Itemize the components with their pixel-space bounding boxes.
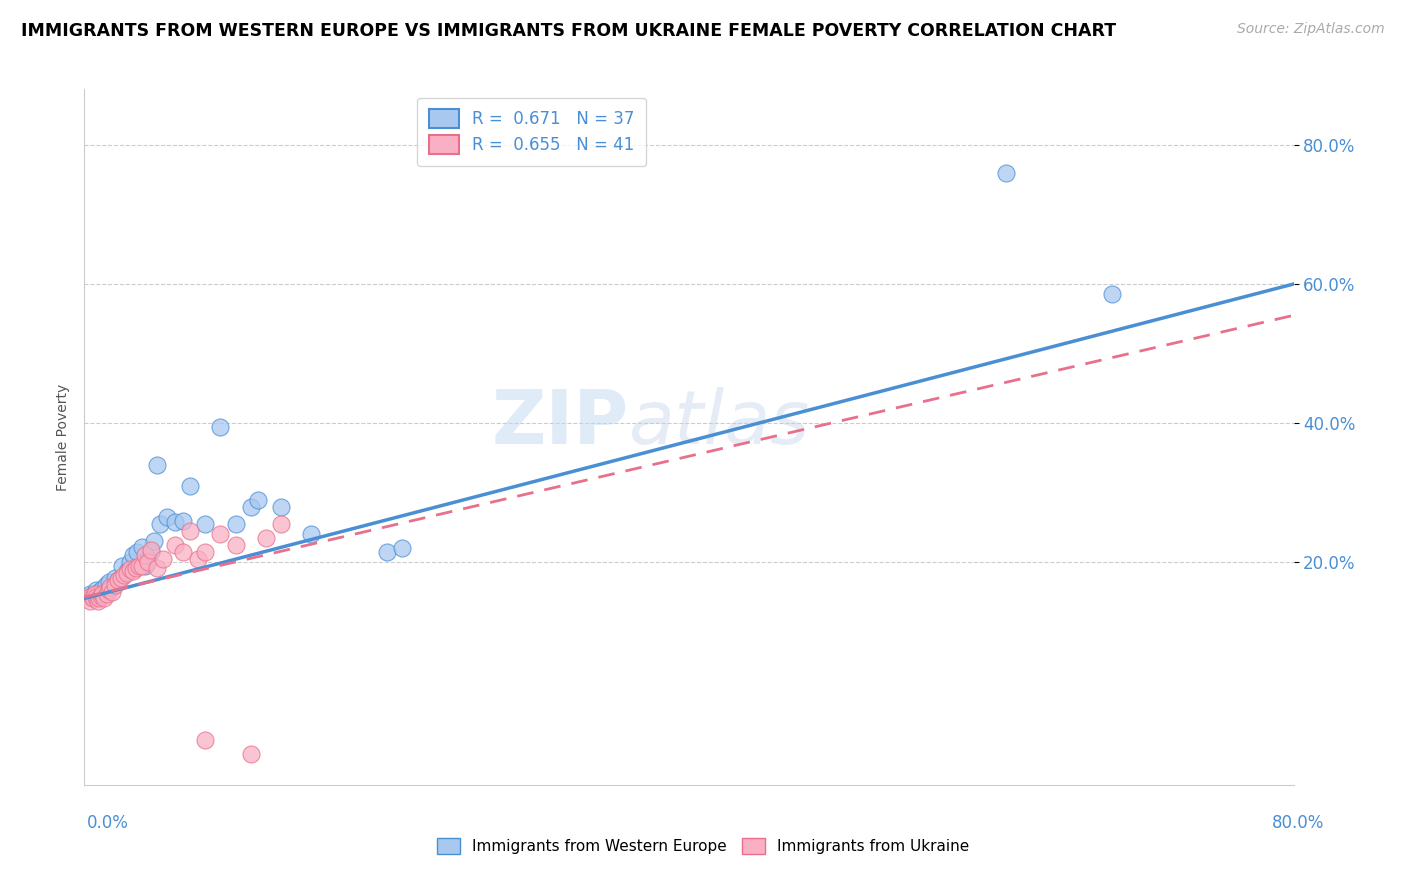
Point [1101,287,1123,301]
Point [163,515,186,529]
Point [131,558,153,573]
Point [90,589,112,603]
Point [128,558,150,573]
Point [179,524,201,538]
Point [112,567,135,582]
Point [107,573,129,587]
Point [247,492,270,507]
Point [172,545,194,559]
Point [375,545,398,559]
Point [111,558,134,573]
Point [225,538,247,552]
Point [139,542,162,557]
Point [115,566,138,580]
Point [152,551,174,566]
Point [254,531,277,545]
Point [139,545,162,559]
Point [121,564,143,578]
Point [96,587,118,601]
Text: atlas: atlas [628,387,810,459]
Point [93,591,115,606]
Point [194,516,217,531]
Point [79,587,101,601]
Point [225,516,247,531]
Point [82,591,104,606]
Point [104,577,127,591]
Point [179,479,201,493]
Y-axis label: Female Poverty: Female Poverty [56,384,70,491]
Point [79,593,101,607]
Point [98,580,121,594]
Point [209,527,232,541]
Point [146,561,169,575]
Point [89,584,111,599]
Point [134,549,156,563]
Legend: Immigrants from Western Europe, Immigrants from Ukraine: Immigrants from Western Europe, Immigran… [429,830,977,862]
Point [84,587,107,601]
Point [209,419,232,434]
Point [136,555,159,569]
Point [142,534,165,549]
Point [118,555,141,569]
Point [86,590,108,604]
Point [91,587,114,601]
Point [149,516,172,531]
Point [391,541,413,556]
Point [172,514,194,528]
Point [97,583,120,598]
Point [118,562,141,576]
Point [107,573,129,587]
Point [239,747,262,761]
Text: 80.0%: 80.0% [1272,814,1324,831]
Point [82,591,104,606]
Point [127,545,149,559]
Point [104,571,127,585]
Point [131,540,153,554]
Point [134,558,156,573]
Point [995,166,1018,180]
Point [94,577,117,591]
Point [239,500,262,514]
Text: 0.0%: 0.0% [87,814,129,831]
Point [194,545,217,559]
Point [299,527,322,541]
Point [97,574,120,589]
Point [121,549,143,563]
Point [100,584,122,599]
Point [156,510,179,524]
Point [187,551,209,566]
Point [270,500,292,514]
Text: Source: ZipAtlas.com: Source: ZipAtlas.com [1237,22,1385,37]
Point [115,564,138,578]
Point [146,458,169,472]
Point [270,516,292,531]
Text: IMMIGRANTS FROM WESTERN EUROPE VS IMMIGRANTS FROM UKRAINE FEMALE POVERTY CORRELA: IMMIGRANTS FROM WESTERN EUROPE VS IMMIGR… [21,22,1116,40]
Point [86,583,108,598]
Point [110,571,132,585]
Point [136,551,159,566]
Point [125,561,148,575]
Text: ZIP: ZIP [491,386,628,459]
Point [77,590,100,604]
Point [80,589,103,603]
Point [91,582,114,596]
Point [100,580,122,594]
Point [87,593,110,607]
Point [89,591,111,606]
Point [163,538,186,552]
Legend: R =  0.671   N = 37, R =  0.655   N = 41: R = 0.671 N = 37, R = 0.655 N = 41 [418,97,647,166]
Point [194,732,217,747]
